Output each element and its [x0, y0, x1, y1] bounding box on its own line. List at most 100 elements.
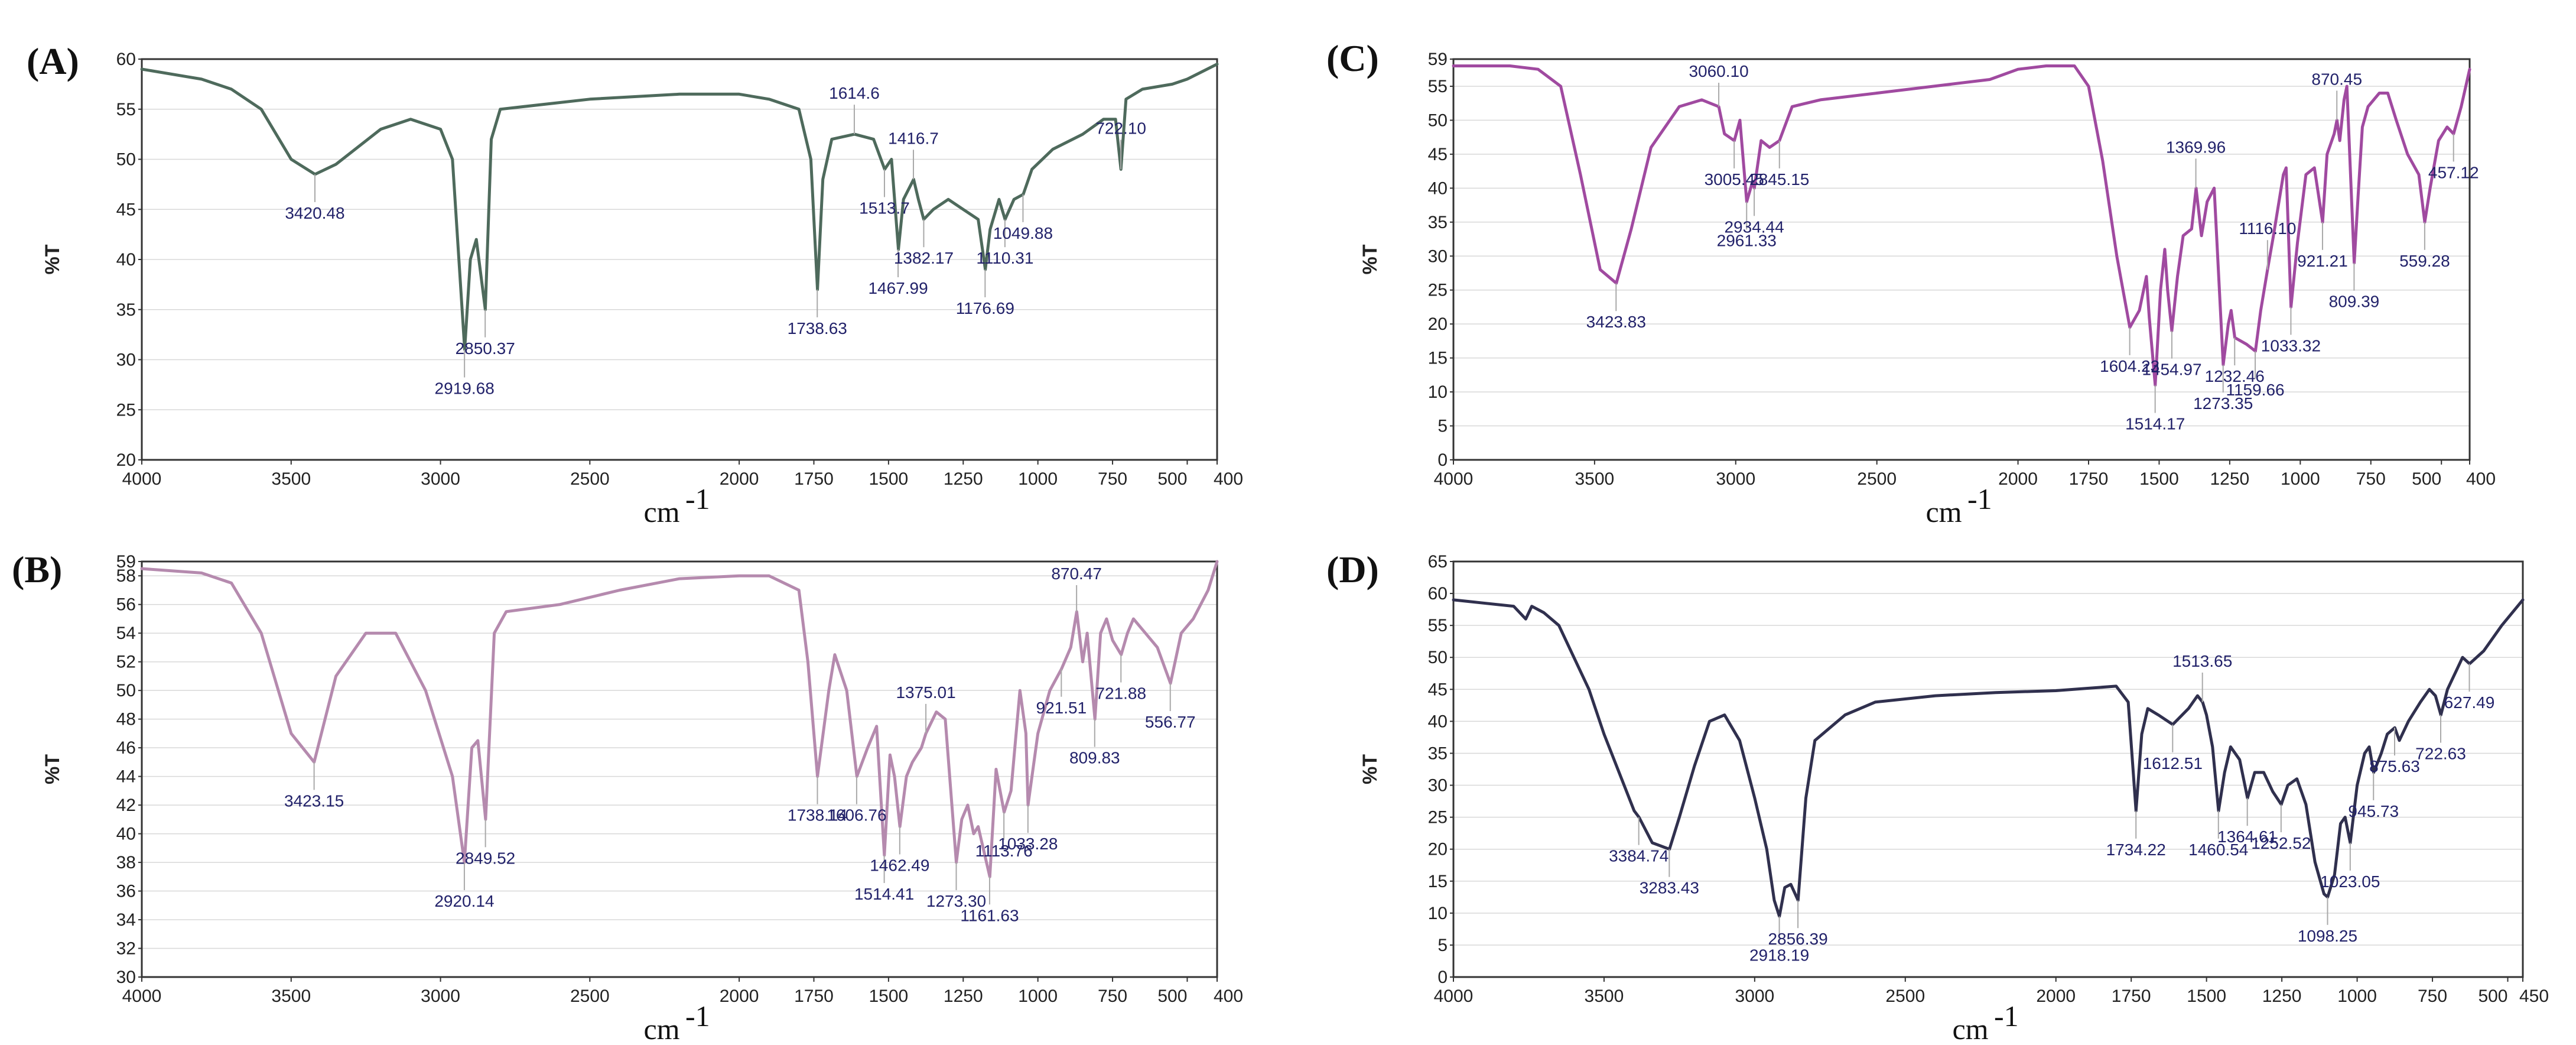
y-tick-label: 48: [116, 710, 136, 729]
panel-label: (B): [12, 549, 62, 590]
x-tick-label: 3000: [421, 469, 460, 489]
x-axis-label-superscript: -1: [685, 999, 710, 1033]
x-tick-label: 500: [1157, 469, 1187, 489]
spectrum-line: [140, 63, 1219, 351]
y-tick-label: 25: [1428, 281, 1448, 300]
peak-label: 1252.52: [2251, 834, 2311, 852]
peak-label: 722.63: [2415, 745, 2466, 763]
x-tick-label: 1750: [2112, 986, 2151, 1006]
y-tick-label: 34: [116, 910, 136, 930]
plot-frame: [141, 560, 1218, 978]
x-tick-label: 3500: [271, 986, 311, 1006]
peak-label: 809.39: [2329, 293, 2380, 311]
x-tick-label: 1750: [794, 469, 834, 489]
peak-label: 457.12: [2428, 163, 2479, 181]
peak-label: 1033.32: [2261, 336, 2321, 355]
x-tick-label: 1500: [2187, 986, 2226, 1006]
peak-label: 2934.44: [1724, 218, 1784, 236]
plot-frame: [1452, 58, 2471, 461]
y-tick-label: 25: [116, 400, 136, 420]
peak-label: 721.88: [1095, 684, 1146, 703]
peak-label: 2856.39: [1768, 930, 1827, 948]
y-tick-label: 54: [116, 624, 136, 643]
spectrum-line: [1452, 598, 2525, 918]
x-axis-label-superscript: -1: [685, 482, 710, 515]
x-tick-label: 2000: [2036, 986, 2076, 1006]
peak-label: 3423.83: [1586, 313, 1646, 331]
y-tick-label: 35: [1428, 744, 1448, 763]
peak-label: 627.49: [2444, 693, 2495, 712]
y-tick-label: 56: [116, 595, 136, 615]
x-tick-label: 2000: [720, 986, 759, 1006]
peak-label: 3384.74: [1609, 847, 1668, 865]
x-tick-label: 2000: [720, 469, 759, 489]
peak-label: 3283.43: [1640, 879, 1699, 897]
peak-label: 809.83: [1069, 749, 1120, 767]
x-tick-label: 1750: [2069, 469, 2109, 489]
peak-label: 1734.22: [2106, 840, 2166, 859]
peak-label: 1460.54: [2188, 840, 2248, 859]
x-tick-label: 3500: [271, 469, 311, 489]
peak-label: 1116.10: [2239, 219, 2296, 238]
peak-label: 1273.35: [2193, 394, 2253, 413]
x-tick-label: 750: [1098, 469, 1127, 489]
peak-label: 1382.17: [894, 249, 954, 267]
x-tick-label: 1250: [2210, 469, 2250, 489]
y-tick-label: 45: [116, 200, 136, 219]
y-tick-label: 20: [116, 450, 136, 470]
x-axis-label-superscript: -1: [1994, 999, 2019, 1033]
x-tick-label: 1000: [1018, 469, 1058, 489]
y-tick-label: 15: [1428, 872, 1448, 891]
peak-label: 875.63: [2369, 757, 2420, 775]
panel-label: (C): [1326, 37, 1379, 79]
peak-label: 2849.52: [456, 849, 515, 867]
peak-label: 1023.05: [2320, 872, 2380, 891]
x-tick-label: 1250: [944, 469, 983, 489]
peak-label: 1467.99: [868, 279, 928, 297]
y-tick-label: 44: [116, 767, 136, 787]
x-tick-label: 400: [1214, 986, 1243, 1006]
x-tick-label: 1500: [869, 469, 909, 489]
x-axis-label-superscript: -1: [1967, 482, 1992, 515]
peak-label: 2920.14: [434, 892, 494, 910]
peak-label: 1604.23: [2100, 357, 2159, 375]
x-tick-label: 4000: [1434, 469, 1474, 489]
y-tick-label: 5: [1437, 936, 1448, 955]
x-tick-label: 1750: [794, 986, 834, 1006]
peak-label: 1364.61: [2217, 827, 2277, 846]
peak-label: 1176.69: [956, 299, 1014, 317]
y-tick-label: 40: [1428, 179, 1448, 198]
x-tick-label: 1000: [2281, 469, 2320, 489]
peak-label: 945.73: [2348, 802, 2399, 820]
panel-a: 20 25 30 35 40 45 50 55 60 4000 3500 3000 2500 2000 17…: [27, 40, 1243, 528]
x-tick-label: 450: [2519, 986, 2549, 1006]
y-axis-label: %T: [1359, 754, 1381, 784]
y-tick-label: 10: [1428, 382, 1448, 402]
y-tick-label: 30: [1428, 246, 1448, 266]
y-tick-label: 42: [116, 796, 136, 815]
peak-label: 1513.7: [859, 199, 910, 217]
peak-label: 1049.88: [993, 224, 1053, 242]
y-tick-label: 20: [1428, 314, 1448, 334]
y-axis-label: %T: [1359, 244, 1381, 274]
x-tick-label: 1250: [944, 986, 983, 1006]
x-tick-label: 500: [2412, 469, 2441, 489]
y-tick-label: 30: [116, 968, 136, 987]
y-tick-label: 52: [116, 653, 136, 672]
plot-frame: [1452, 560, 2524, 978]
x-tick-label: 3000: [1735, 986, 1774, 1006]
spectrum-line: [140, 560, 1219, 878]
x-tick-label: 1500: [2139, 469, 2179, 489]
peak-label: 3005.45: [1705, 170, 1764, 189]
y-tick-label: 40: [1428, 712, 1448, 731]
peak-label: 2919.68: [435, 379, 495, 398]
y-tick-label: 60: [1428, 584, 1448, 603]
y-tick-label: 55: [1428, 616, 1448, 635]
y-tick-label: 45: [1428, 145, 1448, 164]
peak-label: 722.10: [1095, 119, 1146, 137]
y-tick-label: 46: [116, 738, 136, 758]
y-tick-label: 60: [116, 50, 136, 69]
peak-label: 1614.6: [829, 84, 880, 102]
peak-label: 1098.25: [2298, 927, 2357, 945]
